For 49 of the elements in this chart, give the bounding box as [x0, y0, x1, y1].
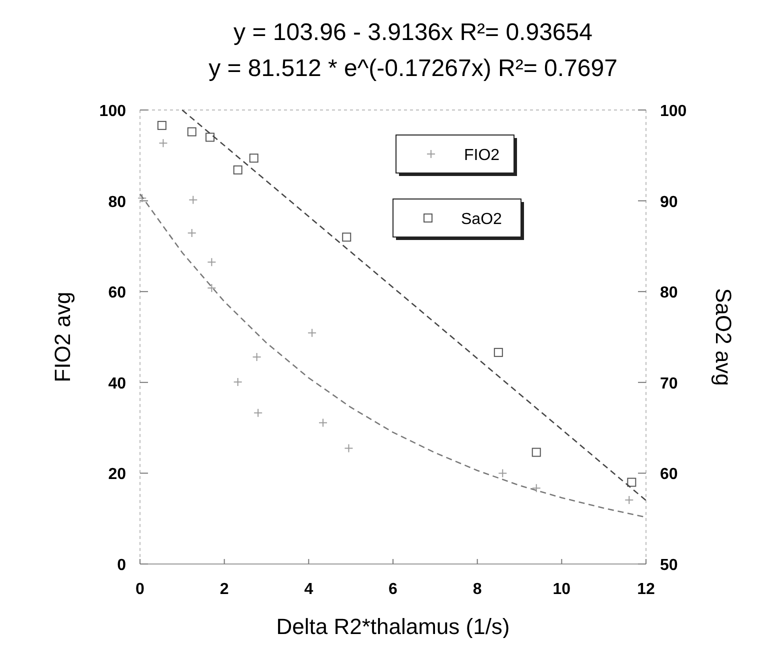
- chart-subtitle: y = 81.512 * e^(-0.17267x) R²= 0.7697: [208, 55, 618, 82]
- x-tick-label: 4: [304, 581, 314, 598]
- point: [157, 120, 166, 130]
- legend-label: SaO2: [461, 211, 502, 228]
- x-tick-label: 10: [552, 581, 571, 598]
- point: [344, 444, 354, 453]
- point: [188, 195, 198, 204]
- point: [532, 484, 541, 493]
- y-tick-label: 20: [108, 466, 126, 484]
- point: [252, 352, 262, 362]
- y2-tick-label: 50: [660, 557, 678, 574]
- point: [627, 478, 636, 487]
- point: [342, 232, 352, 242]
- x-tick-label: 0: [136, 581, 145, 598]
- point: [233, 377, 242, 386]
- y-axis-title: FIO2 avg: [50, 292, 75, 382]
- x-tick-label: 12: [637, 581, 655, 598]
- point: [187, 127, 196, 136]
- x-tick-label: 8: [472, 581, 482, 598]
- point: [207, 283, 216, 292]
- point: [494, 348, 503, 357]
- point: [158, 138, 168, 148]
- point: [318, 418, 328, 428]
- y-tick-label: 80: [108, 194, 126, 211]
- y2-tick-label: 60: [660, 466, 678, 484]
- point: [498, 468, 508, 478]
- point: [532, 448, 541, 457]
- y2-tick-label: 100: [660, 103, 687, 120]
- y2-tick-label: 80: [660, 284, 678, 302]
- point: [254, 408, 263, 418]
- point: [308, 328, 317, 338]
- point: [249, 154, 258, 163]
- y2-tick-label: 90: [660, 194, 678, 211]
- chart-title: y = 103.96 - 3.9136x R²= 0.93654: [234, 19, 592, 46]
- point: [205, 132, 214, 142]
- y-tick-label: 40: [108, 375, 126, 392]
- point: [233, 165, 242, 174]
- point: [187, 228, 196, 238]
- y2-axis-title: SaO2 avg: [711, 288, 736, 386]
- x-tick-label: 2: [220, 581, 229, 598]
- x-tick-label: 6: [388, 581, 398, 598]
- y-tick-label: 100: [99, 103, 126, 120]
- point: [207, 258, 216, 267]
- y-tick-label: 0: [117, 557, 126, 574]
- y-tick-label: 60: [108, 284, 126, 302]
- point: [624, 495, 634, 504]
- point: [138, 194, 147, 203]
- legend-label: FIO2: [464, 147, 500, 164]
- y2-tick-label: 70: [660, 375, 678, 392]
